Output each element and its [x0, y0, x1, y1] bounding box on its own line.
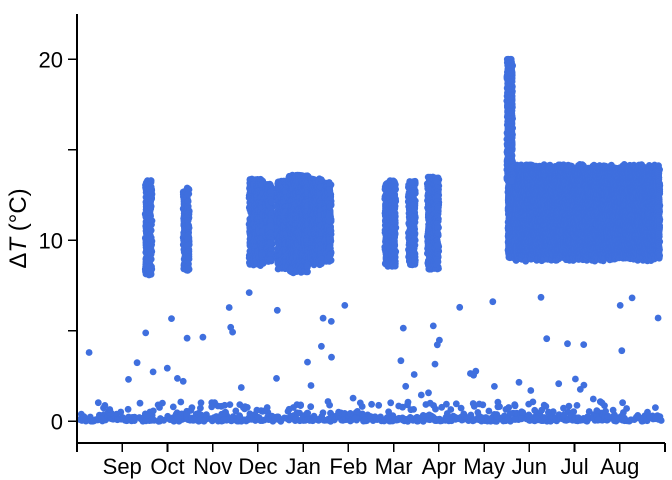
x-tick-may: May: [463, 454, 505, 479]
y-tick-10: 10: [39, 228, 63, 253]
x-tick-dec: Dec: [238, 454, 277, 479]
x-tick-mar: Mar: [375, 454, 413, 479]
x-tick-nov: Nov: [193, 454, 232, 479]
x-tick-apr: Apr: [422, 454, 456, 479]
x-tick-aug: Aug: [600, 454, 639, 479]
axis-labels-layer: 0 10 20 Sep Oct Nov Dec Jan Feb Mar Apr May Jun Jul Au…: [5, 47, 639, 479]
x-tick-jul: Jul: [560, 454, 588, 479]
y-axis-title-rendered: ΔT (°C): [5, 188, 32, 268]
x-tick-feb: Feb: [329, 454, 367, 479]
x-tick-sep: Sep: [103, 454, 142, 479]
x-tick-oct: Oct: [150, 454, 184, 479]
x-tick-jan: Jan: [285, 454, 320, 479]
axes-layer: [68, 14, 666, 452]
y-tick-0: 0: [51, 409, 63, 434]
data-points-layer: [76, 55, 665, 425]
x-tick-jun: Jun: [512, 454, 547, 479]
y-tick-20: 20: [39, 47, 63, 72]
